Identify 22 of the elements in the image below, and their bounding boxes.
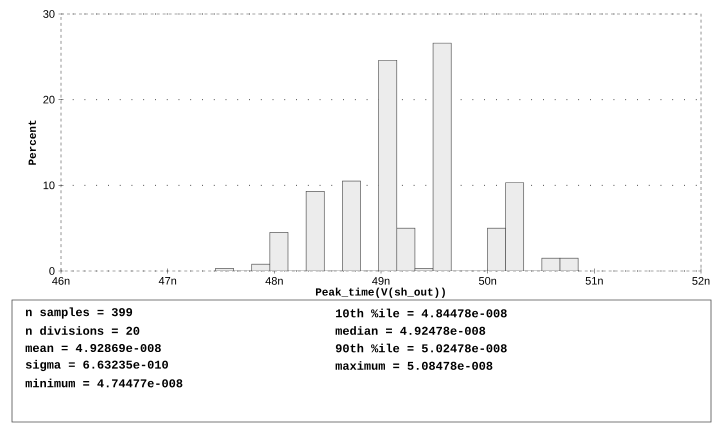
y-tick-label: 0 xyxy=(49,267,55,275)
text: n samples = 399 xyxy=(26,307,132,319)
x-axis-title: Peak_time(V(sh_out)) xyxy=(316,288,445,298)
text: 10th %ile = 4.84478e-008 xyxy=(336,308,507,318)
text: mean = 4.92869e-008 xyxy=(26,344,161,352)
text: 90th %ile = 5.02478e-008 xyxy=(336,344,507,352)
x-tick-label: 50n xyxy=(478,277,496,285)
x-tick-label: 46n xyxy=(52,277,70,285)
x-tick-label: 52n xyxy=(692,277,710,285)
y-tick-label: 30 xyxy=(43,10,55,18)
y-tick-label: 10 xyxy=(44,181,55,190)
x-tick-label: 47n xyxy=(158,277,176,285)
text: sigma = 6.63235e-010 xyxy=(26,360,168,372)
x-tick-label: 49n xyxy=(372,277,390,285)
text: n divisions = 20 xyxy=(26,326,140,335)
text: minimum = 4.74477e-008 xyxy=(26,378,182,388)
text: maximum = 5.08478e-008 xyxy=(336,361,492,370)
y-axis-title: Percent xyxy=(28,120,36,165)
x-tick-label: 48n xyxy=(265,277,283,285)
x-tick-label: 51n xyxy=(586,277,603,285)
text: median = 4.92478e-008 xyxy=(336,326,486,335)
y-tick-label: 20 xyxy=(43,96,55,104)
